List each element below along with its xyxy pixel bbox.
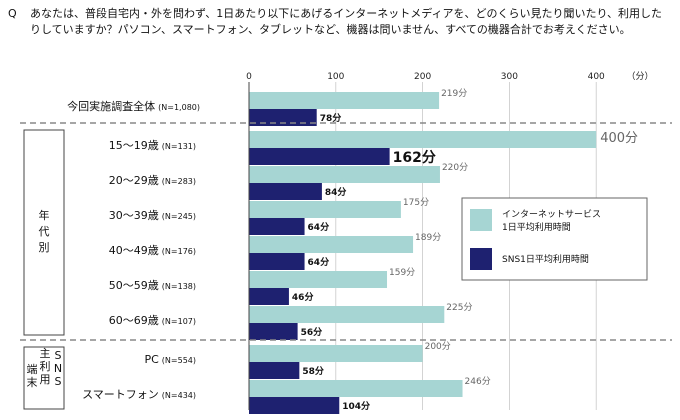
category-n: (N=434) xyxy=(162,391,196,400)
category-label: 60～69歳 (N=107) xyxy=(109,314,196,327)
group-label-device-char: 主 xyxy=(40,347,51,360)
sns-bar xyxy=(249,183,322,200)
internet-value-label: 159分 xyxy=(389,267,415,278)
group-label-device-char: N xyxy=(54,362,62,375)
question-text: あなたは、普段自宅内・外を問わず、1日あたり以下にあげるインターネットメディアを… xyxy=(30,7,663,36)
internet-bar xyxy=(249,380,463,397)
sns-bar xyxy=(249,109,317,126)
internet-bar xyxy=(249,236,414,253)
x-tick-label: 300 xyxy=(501,72,518,82)
sns-value-label: 78分 xyxy=(320,112,342,124)
sns-bar xyxy=(249,253,305,270)
category-label: PC (N=554) xyxy=(144,353,196,366)
internet-bar xyxy=(249,306,445,323)
category-n: (N=245) xyxy=(162,212,196,221)
legend-swatch-sns xyxy=(470,248,492,270)
x-unit-label: （分） xyxy=(626,71,653,82)
internet-bar xyxy=(249,92,440,109)
group-label-device-char: S xyxy=(55,375,62,388)
category-name: 30～39歳 xyxy=(109,209,159,222)
internet-bar xyxy=(249,131,597,148)
group-box-age xyxy=(23,129,65,336)
group-label-device-char: 用 xyxy=(40,373,51,386)
sns-bar xyxy=(249,362,300,379)
internet-value-label: 246分 xyxy=(465,376,491,387)
category-n: (N=138) xyxy=(162,282,196,291)
internet-value-label: 175分 xyxy=(403,197,429,208)
category-name: 50～59歳 xyxy=(109,279,159,292)
category-n: (N=283) xyxy=(162,177,196,186)
category-label: 20～29歳 (N=283) xyxy=(109,174,196,187)
category-label: 30～39歳 (N=245) xyxy=(109,209,196,222)
sns-value-label: 84分 xyxy=(325,186,347,198)
group-label-age-char: 代 xyxy=(39,225,50,238)
sns-value-label: 58分 xyxy=(302,365,324,377)
group-box-device xyxy=(23,346,65,410)
sns-value-label: 64分 xyxy=(308,256,330,268)
category-label: 40～49歳 (N=176) xyxy=(109,244,196,257)
group-label-device-char: 利 xyxy=(40,360,51,373)
group-label-device-char: 末 xyxy=(27,375,38,389)
sns-value-label: 104分 xyxy=(342,400,370,412)
legend-label-internet: 1日平均利用時間 xyxy=(502,221,571,233)
internet-value-label: 200分 xyxy=(425,341,451,352)
category-n: (N=554) xyxy=(162,356,196,365)
category-name: 60～69歳 xyxy=(109,314,159,327)
question-prefix: Q xyxy=(8,7,17,20)
category-name: 20～29歳 xyxy=(109,174,159,187)
internet-bar xyxy=(249,166,440,183)
group-label-device-char: 端 xyxy=(27,363,38,376)
category-name: PC xyxy=(144,353,159,366)
internet-value-label: 219分 xyxy=(441,88,467,99)
category-name: 40～49歳 xyxy=(109,244,159,257)
category-n: (N=176) xyxy=(162,247,196,256)
category-label: スマートフォン (N=434) xyxy=(82,388,196,401)
internet-value-label: 220分 xyxy=(442,162,468,173)
category-name: スマートフォン xyxy=(82,388,159,401)
sns-bar xyxy=(249,323,298,340)
category-name: 今回実施調査全体 xyxy=(67,99,155,113)
internet-bar xyxy=(249,201,401,218)
sns-bar xyxy=(249,288,289,305)
internet-value-label: 189分 xyxy=(415,232,441,243)
sns-value-label: 46分 xyxy=(292,291,314,303)
legend-label-internet: インターネットサービス xyxy=(502,209,601,220)
sns-value-label: 56分 xyxy=(301,326,323,338)
category-n: (N=131) xyxy=(162,142,196,151)
category-name: 15～19歳 xyxy=(109,139,159,152)
sns-bar xyxy=(249,148,390,165)
internet-value-label: 225分 xyxy=(446,302,472,313)
sns-value-label: 162分 xyxy=(393,150,436,166)
x-tick-label: 100 xyxy=(327,72,344,82)
group-label-device-char: S xyxy=(55,349,62,362)
sns-value-label: 64分 xyxy=(308,221,330,233)
category-label: 今回実施調査全体 (N=1,080) xyxy=(67,99,200,113)
category-n: (N=1,080) xyxy=(158,103,200,112)
internet-bar xyxy=(249,345,423,362)
legend-box xyxy=(461,197,648,281)
category-label: 50～59歳 (N=138) xyxy=(109,279,196,292)
x-tick-label: 400 xyxy=(588,72,605,82)
category-n: (N=107) xyxy=(162,317,196,326)
internet-bar xyxy=(249,271,388,288)
x-tick-label: 200 xyxy=(414,72,431,82)
legend-swatch-internet xyxy=(470,209,492,231)
group-label-age-char: 年 xyxy=(39,208,50,222)
sns-bar xyxy=(249,397,340,414)
sns-bar xyxy=(249,218,305,235)
category-label: 15～19歳 (N=131) xyxy=(109,139,196,152)
group-label-age-char: 別 xyxy=(39,241,50,254)
legend-label-sns: SNS1日平均利用時間 xyxy=(502,253,589,265)
x-tick-label: 0 xyxy=(246,72,252,82)
internet-value-label: 400分 xyxy=(600,131,638,146)
